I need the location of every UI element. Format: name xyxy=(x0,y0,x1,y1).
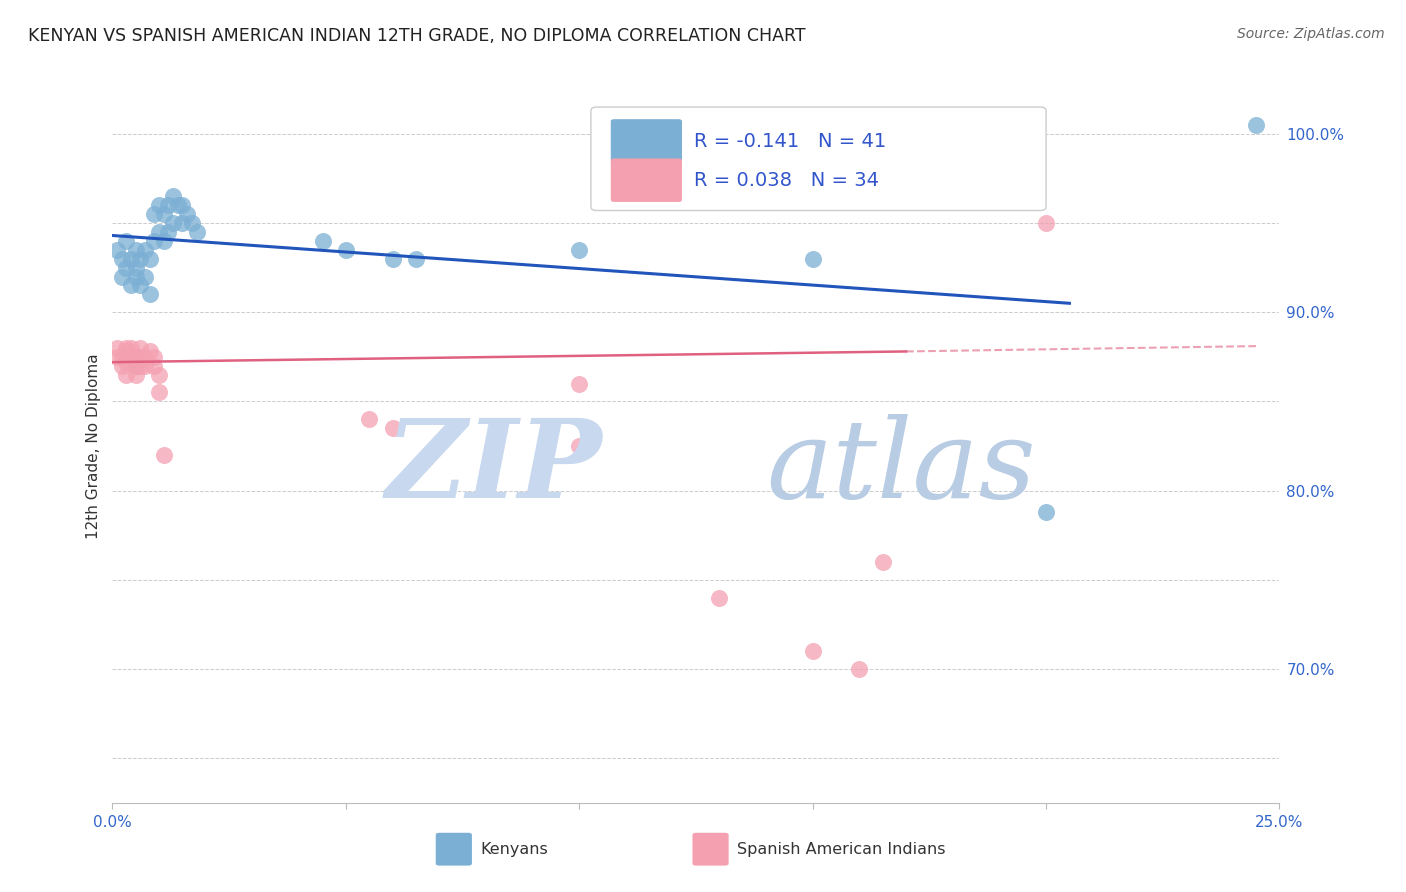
Point xyxy=(120,341,142,355)
Point xyxy=(143,234,166,248)
Text: atlas: atlas xyxy=(766,414,1036,521)
Point xyxy=(335,243,357,257)
FancyBboxPatch shape xyxy=(610,120,682,162)
Text: Spanish American Indians: Spanish American Indians xyxy=(737,842,945,856)
Text: Source: ZipAtlas.com: Source: ZipAtlas.com xyxy=(1237,27,1385,41)
Point xyxy=(111,350,134,364)
Point xyxy=(709,591,731,605)
Point xyxy=(139,287,162,301)
Point xyxy=(176,207,198,221)
Point xyxy=(162,189,184,203)
Point xyxy=(153,448,176,462)
Point xyxy=(381,421,404,435)
Text: ZIP: ZIP xyxy=(387,414,603,521)
Point xyxy=(166,198,188,212)
Point xyxy=(129,341,152,355)
FancyBboxPatch shape xyxy=(693,833,728,865)
Point xyxy=(148,368,170,382)
Point xyxy=(134,350,156,364)
Point xyxy=(129,359,152,373)
Point xyxy=(381,252,404,266)
Point xyxy=(153,207,176,221)
Point xyxy=(125,243,148,257)
Point xyxy=(143,350,166,364)
Point xyxy=(125,260,148,275)
Point xyxy=(180,216,202,230)
Point xyxy=(125,269,148,284)
Point xyxy=(148,225,170,239)
Point xyxy=(801,644,824,658)
Point xyxy=(153,234,176,248)
Point xyxy=(311,234,333,248)
Point xyxy=(1244,118,1267,132)
Point xyxy=(105,341,128,355)
Text: KENYAN VS SPANISH AMERICAN INDIAN 12TH GRADE, NO DIPLOMA CORRELATION CHART: KENYAN VS SPANISH AMERICAN INDIAN 12TH G… xyxy=(28,27,806,45)
Point xyxy=(148,385,170,400)
Point xyxy=(801,252,824,266)
Point xyxy=(115,355,138,369)
Point xyxy=(115,260,138,275)
Text: Kenyans: Kenyans xyxy=(479,842,548,856)
Point xyxy=(134,269,156,284)
Point xyxy=(120,350,142,364)
Point xyxy=(125,350,148,364)
Point xyxy=(125,350,148,364)
Point xyxy=(105,350,128,364)
Point xyxy=(115,234,138,248)
FancyBboxPatch shape xyxy=(610,159,682,202)
Point xyxy=(186,225,208,239)
Point xyxy=(143,207,166,221)
Point xyxy=(143,359,166,373)
FancyBboxPatch shape xyxy=(591,107,1046,211)
Point xyxy=(172,216,194,230)
Point xyxy=(568,376,591,391)
Point xyxy=(568,439,591,453)
Point xyxy=(139,252,162,266)
Point xyxy=(129,252,152,266)
Point xyxy=(125,368,148,382)
Point xyxy=(872,555,894,569)
Point xyxy=(139,344,162,359)
Point xyxy=(157,198,180,212)
Point xyxy=(129,278,152,293)
Point xyxy=(157,225,180,239)
Point xyxy=(359,412,381,426)
Point xyxy=(172,198,194,212)
FancyBboxPatch shape xyxy=(436,833,472,865)
Point xyxy=(848,662,870,676)
Point xyxy=(111,252,134,266)
Point xyxy=(111,359,134,373)
Point xyxy=(134,243,156,257)
Point xyxy=(1035,505,1057,519)
Text: R = 0.038   N = 34: R = 0.038 N = 34 xyxy=(693,171,879,190)
Point xyxy=(115,344,138,359)
Point xyxy=(148,198,170,212)
Point xyxy=(120,278,142,293)
Y-axis label: 12th Grade, No Diploma: 12th Grade, No Diploma xyxy=(86,353,101,539)
Point xyxy=(115,368,138,382)
Point xyxy=(125,359,148,373)
Text: R = -0.141   N = 41: R = -0.141 N = 41 xyxy=(693,132,886,151)
Point xyxy=(125,359,148,373)
Point xyxy=(405,252,427,266)
Point xyxy=(129,350,152,364)
Point xyxy=(162,216,184,230)
Point xyxy=(111,269,134,284)
Point xyxy=(105,243,128,257)
Point xyxy=(134,359,156,373)
Point xyxy=(568,243,591,257)
Point xyxy=(120,252,142,266)
Point xyxy=(1035,216,1057,230)
Point xyxy=(115,341,138,355)
